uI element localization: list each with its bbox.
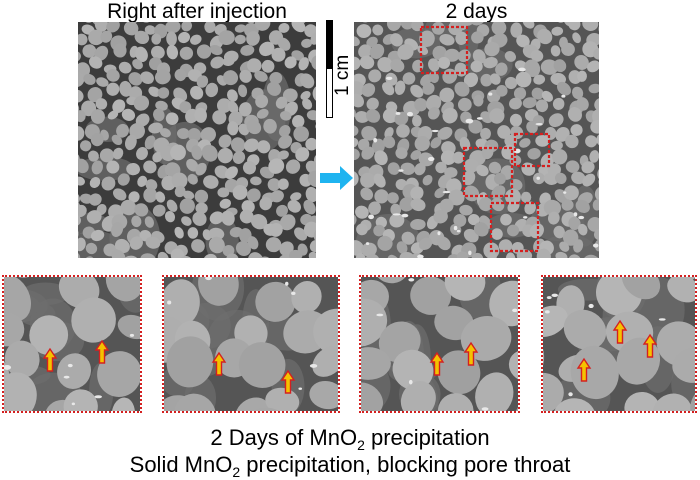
caption-line-1-subscript: 2 — [357, 437, 365, 453]
caption-line-2-suffix: precipitation, blocking pore throat — [240, 452, 571, 477]
up-arrow-icon — [576, 357, 592, 382]
scale-bar-label: 1 cm — [332, 54, 353, 96]
up-arrow-icon — [463, 341, 479, 366]
caption-line-2-subscript: 2 — [232, 464, 241, 480]
highlight-box-4 — [489, 201, 540, 253]
zoom-panel-3 — [359, 275, 520, 413]
caption-line-1-suffix: precipitation — [364, 425, 490, 450]
up-arrow-icon — [280, 369, 296, 394]
caption-line-2-prefix: Solid MnO — [129, 452, 233, 477]
after-panel-title: 2 days — [445, 0, 508, 23]
up-arrow-icon — [612, 319, 628, 344]
ct-image-after — [354, 22, 599, 258]
up-arrow-icon — [429, 351, 445, 376]
right-arrow-icon — [320, 165, 354, 191]
caption-line-1-prefix: 2 Days of MnO — [210, 425, 358, 450]
scale-bar-black-segment — [327, 21, 332, 69]
up-arrow-icon — [642, 333, 658, 358]
highlight-box-3 — [513, 132, 551, 168]
zoom-panel-4 — [541, 275, 697, 413]
highlight-box-2 — [462, 146, 514, 198]
before-panel-title: Right after injection — [107, 0, 287, 23]
zoom-panel-1 — [2, 275, 142, 413]
caption-line-1: 2 Days of MnO2 precipitation — [0, 425, 700, 453]
up-arrow-icon — [211, 351, 227, 376]
ct-image-before — [78, 22, 316, 258]
zoom-panel-2 — [162, 275, 340, 413]
up-arrow-icon — [94, 339, 110, 364]
highlight-box-1 — [419, 25, 469, 75]
caption-line-2: Solid MnO2 precipitation, blocking pore … — [0, 452, 700, 480]
up-arrow-icon — [42, 347, 58, 372]
scale-bar — [326, 20, 333, 118]
